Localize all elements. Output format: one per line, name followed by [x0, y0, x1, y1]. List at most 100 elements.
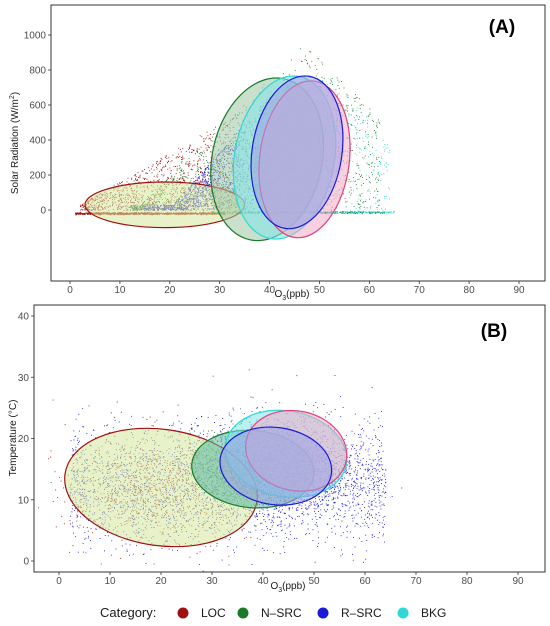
scatter-point — [355, 180, 356, 182]
scatter-point — [186, 163, 188, 165]
scatter-point — [316, 68, 318, 70]
scatter-point — [171, 175, 173, 177]
scatter-point — [177, 153, 179, 155]
scatter-point — [208, 145, 209, 147]
scatter-point — [191, 149, 193, 150]
scatter-point — [360, 112, 362, 114]
scatter-point — [376, 137, 377, 139]
scatter-point — [198, 159, 200, 161]
scatter-point — [207, 135, 209, 137]
scatter-point — [359, 211, 361, 213]
scatter-point — [141, 170, 143, 172]
scatter-point — [205, 178, 206, 180]
scatter-point — [200, 171, 202, 173]
scatter-point — [361, 175, 362, 177]
scatter-point — [203, 140, 205, 142]
scatter-point — [352, 180, 354, 182]
scatter-point — [162, 166, 164, 168]
scatter-point — [352, 149, 353, 151]
scatter-point — [179, 167, 181, 169]
scatter-point — [198, 177, 200, 178]
scatter-point — [193, 164, 195, 166]
scatter-point — [371, 119, 373, 121]
scatter-point — [145, 178, 147, 179]
scatter-point — [201, 174, 203, 176]
scatter-point — [191, 151, 193, 153]
scatter-point — [361, 193, 363, 194]
scatter-point — [376, 208, 378, 210]
scatter-point — [362, 104, 364, 106]
scatter-point — [366, 179, 368, 180]
scatter-point — [175, 157, 177, 159]
scatter-point — [366, 163, 368, 164]
scatter-point — [192, 165, 193, 167]
scatter-point — [205, 182, 207, 184]
scatter-point — [177, 156, 179, 158]
scatter-point — [135, 179, 136, 181]
scatter-point — [142, 177, 144, 179]
scatter-point — [373, 120, 374, 122]
scatter-point — [171, 176, 173, 178]
scatter-point — [378, 201, 380, 203]
scatter-point — [193, 160, 195, 162]
scatter-point — [357, 165, 359, 166]
scatter-point — [359, 194, 361, 196]
scatter-point — [375, 131, 377, 133]
scatter-point — [204, 169, 206, 171]
scatter-point — [345, 109, 347, 111]
scatter-point — [329, 82, 331, 84]
scatter-point — [89, 213, 90, 215]
scatter-point — [156, 163, 157, 164]
scatter-point — [204, 174, 206, 176]
scatter-point — [365, 136, 367, 137]
scatter-point — [372, 146, 373, 148]
scatter-point — [383, 173, 385, 175]
scatter-point — [360, 198, 362, 200]
scatter-point — [386, 144, 388, 145]
scatter-point — [364, 148, 366, 150]
scatter-point — [80, 212, 82, 214]
scatter-point — [84, 207, 86, 209]
scatter-point — [181, 170, 182, 171]
scatter-point — [346, 107, 348, 109]
scatter-point — [198, 166, 200, 168]
scatter-point — [196, 166, 198, 168]
scatter-point — [156, 175, 158, 177]
scatter-point — [176, 168, 178, 170]
scatter-point — [172, 180, 174, 182]
scatter-point — [195, 171, 197, 173]
scatter-point — [203, 174, 205, 175]
scatter-point — [210, 134, 212, 136]
scatter-point — [182, 173, 184, 175]
scatter-point — [175, 173, 177, 174]
scatter-point — [352, 189, 354, 191]
scatter-point — [177, 180, 179, 182]
scatter-point — [355, 213, 357, 214]
scatter-point — [78, 213, 79, 215]
scatter-point — [138, 177, 139, 178]
scatter-point — [84, 214, 86, 215]
scatter-point — [376, 207, 378, 208]
scatter-point — [198, 181, 200, 183]
scatter-point — [188, 162, 190, 164]
scatter-point — [178, 157, 180, 159]
scatter-point — [157, 161, 158, 163]
scatter-point — [156, 161, 157, 163]
scatter-point — [362, 137, 363, 139]
scatter-point — [84, 212, 86, 214]
scatter-point — [161, 170, 163, 172]
scatter-point — [317, 58, 319, 60]
scatter-point — [351, 124, 353, 126]
scatter-point — [183, 170, 185, 172]
scatter-point — [382, 209, 384, 211]
scatter-point — [211, 136, 213, 138]
scatter-point — [207, 171, 209, 173]
scatter-point — [156, 167, 157, 168]
scatter-point — [174, 176, 175, 178]
scatter-point — [165, 164, 166, 166]
scatter-point — [359, 98, 361, 100]
scatter-point — [179, 178, 180, 180]
scatter-point — [208, 175, 210, 177]
scatter-point — [379, 163, 381, 164]
scatter-point — [163, 174, 165, 176]
